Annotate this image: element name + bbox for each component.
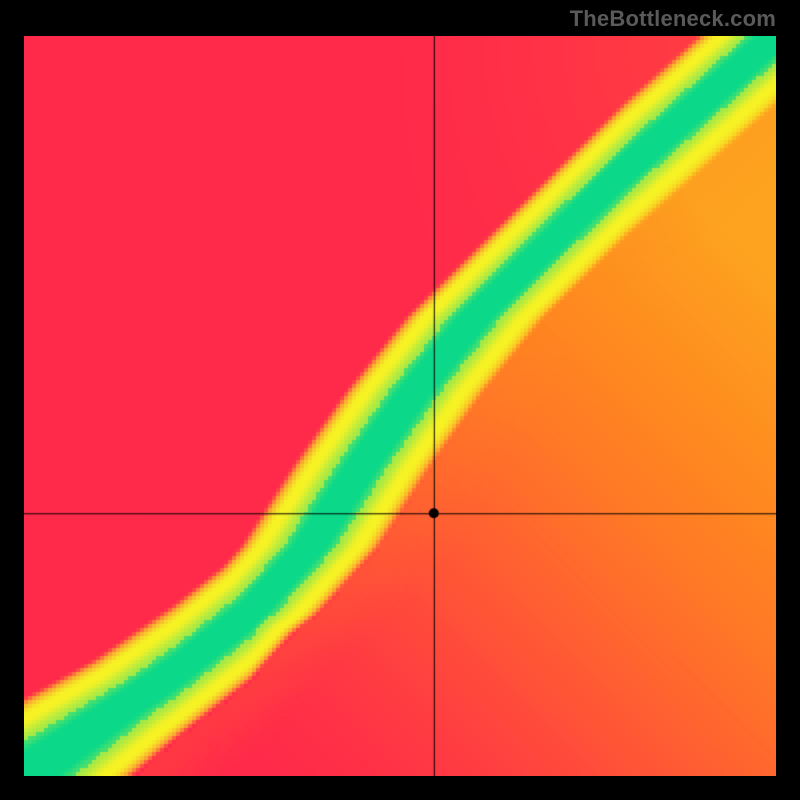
heatmap-plot: [24, 36, 776, 776]
chart-frame: TheBottleneck.com: [0, 0, 800, 800]
heatmap-canvas: [24, 36, 776, 776]
watermark-text: TheBottleneck.com: [570, 6, 776, 32]
